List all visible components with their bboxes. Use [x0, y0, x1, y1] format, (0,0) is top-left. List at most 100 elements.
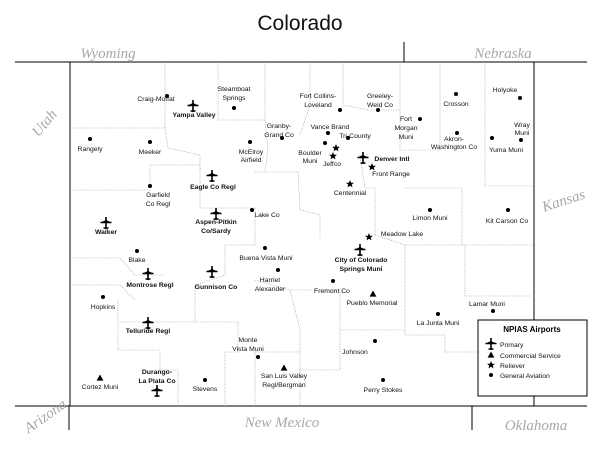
airport-montevista: Monte Vista Muni [232, 337, 264, 359]
airport-vancebrand-label: Vance Brand [311, 124, 350, 131]
airport-yampa-label: Yampa Valley [172, 112, 215, 119]
airport-durango: Durango- La Plata Co [138, 369, 176, 398]
airport-lakeco: Lake Co [250, 208, 280, 219]
airport-cortez-label: Cortez Muni [82, 384, 119, 391]
airport-kitcarson: Kit Carson Co [486, 208, 528, 225]
label-nebraska: Nebraska [473, 46, 532, 62]
airport-lamar: Lamar Muni [469, 301, 505, 313]
airport-cos: City of Colorado Springs Muni [335, 243, 388, 273]
legend-commercial-label: Commercial Service [500, 353, 561, 360]
airport-wray: Wray Muni [514, 122, 530, 142]
airport-fortcollins-label2: Loveland [304, 102, 332, 109]
label-new-mexico: New Mexico [244, 415, 320, 431]
airport-yuma: Yuma Muni [489, 136, 523, 154]
airport-montrose: Montrose Regl [126, 267, 174, 289]
airport-fortmorgan: Fort Morgan Muni [394, 116, 422, 141]
airport-durango-label2: La Plata Co [138, 378, 175, 385]
legend-reliever-label: Reliever [500, 363, 526, 370]
airport-stevens: Stevens [193, 378, 218, 393]
airport-montevista-label2: Vista Muni [232, 346, 264, 353]
airport-cos-label1: City of Colorado [335, 257, 388, 264]
airport-steamboat: Steamboat Springs [218, 86, 251, 110]
airport-yuma-label: Yuma Muni [489, 147, 523, 154]
airport-jeffco-label: Jeffco [323, 161, 341, 168]
airport-steamboat-label2: Springs [222, 95, 246, 102]
airport-holyoke-label: Holyoke [493, 87, 518, 94]
airport-montrose-label: Montrose Regl [126, 282, 173, 289]
legend: NPIAS Airports Primary Commercial Servic… [477, 319, 588, 397]
airport-aspen-label2: Co/Sardy [201, 228, 231, 235]
airport-frontrange: Front Range [368, 163, 410, 178]
airport-walker-label: Walker [95, 229, 117, 236]
airport-boulder: Boulder Muni [298, 141, 327, 165]
airport-limon-label: Limon Muni [412, 215, 448, 222]
airport-fremont: Fremont Co [314, 279, 350, 295]
airport-sanluis-label1: San Luis Valley [261, 373, 308, 380]
airport-akron-label2: Washington Co [431, 144, 477, 151]
airport-harriet: Harriet Alexander [255, 268, 286, 293]
airport-blake: Blake [128, 249, 146, 264]
airport-wray-label1: Wray [514, 122, 530, 129]
airport-sanluis-label2: Regl/Bergman [262, 382, 306, 389]
airport-limon: Limon Muni [412, 208, 448, 222]
airport-greeley: Greeley- Weld Co [367, 93, 393, 112]
airport-fortcollins: Fort Collins- Loveland [300, 93, 342, 112]
airport-johnson-label: Johnson [342, 349, 368, 356]
legend-box [477, 319, 588, 397]
label-wyoming: Wyoming [80, 46, 136, 62]
airport-garfield-label1: Garfield [146, 192, 170, 199]
airport-lamar-label: Lamar Muni [469, 301, 505, 308]
county-boundaries [70, 62, 534, 406]
airport-lajunta-label: La Junta Muni [417, 320, 460, 327]
airport-greeley-label2: Weld Co [367, 102, 393, 109]
airport-sanluis: San Luis Valley Regl/Bergman [261, 364, 308, 389]
airport-frontrange-label: Front Range [372, 171, 410, 178]
airport-hopkins-label: Hopkins [91, 304, 116, 311]
airport-aspen-label1: Aspen-Pitkin [195, 219, 237, 226]
airport-akron-label1: Akron- [444, 136, 464, 143]
airport-fortmorgan-label2: Morgan [394, 125, 417, 132]
legend-general-icon [489, 373, 493, 377]
legend-title: NPIAS Airports [503, 325, 561, 334]
airport-telluride-label: Telluride Regl [126, 328, 171, 335]
airport-mcelroy-label1: McElroy [239, 149, 264, 156]
airport-granby-label2: Grand Co [264, 132, 294, 139]
airport-gunnison-label: Gunnison Co [195, 284, 238, 291]
label-oklahoma: Oklahoma [505, 418, 568, 434]
airport-johnson: Johnson [342, 339, 377, 356]
state-outline [69, 61, 535, 407]
airport-mcelroy: McElroy Airfield [239, 140, 264, 164]
airport-gunnison: Gunnison Co [195, 265, 238, 291]
airport-hopkins: Hopkins [91, 295, 116, 311]
airport-meadowlake-label: Meadow Lake [381, 231, 424, 238]
airport-fortcollins-label1: Fort Collins- [300, 93, 337, 100]
legend-primary-label: Primary [500, 342, 524, 349]
airport-pueblo-label: Pueblo Memorial [347, 300, 398, 307]
airport-perrystokes: Perry Stokes [364, 378, 403, 394]
airport-durango-label1: Durango- [142, 369, 172, 376]
airport-aspen: Aspen-Pitkin Co/Sardy [195, 207, 237, 235]
airport-denver: Denver Intl [356, 151, 410, 165]
airport-denver-label: Denver Intl [374, 156, 409, 163]
airport-garfield-label2: Co Regl [146, 201, 171, 208]
airport-cortez: Cortez Muni [82, 374, 119, 391]
airport-jeffco: Jeffco [323, 144, 341, 168]
airport-walker: Walker [95, 216, 117, 236]
airport-stevens-label: Stevens [193, 386, 218, 393]
airport-eagle-label: Eagle Co Regl [190, 184, 236, 191]
airport-lakeco-label: Lake Co [254, 212, 280, 219]
airport-harriet-label1: Harriet [260, 277, 281, 284]
airport-meeker: Meeker [139, 140, 162, 156]
airport-crosson-label: Crosson [443, 101, 469, 108]
airport-fortmorgan-label1: Fort [400, 116, 412, 123]
airport-craig-label: Craig-Moffat [137, 96, 174, 103]
airport-mcelroy-label2: Airfield [241, 157, 262, 164]
airport-fremont-label: Fremont Co [314, 288, 350, 295]
airport-eagle: Eagle Co Regl [190, 169, 236, 191]
airport-rangely: Rangely [78, 137, 103, 153]
airport-granby: Granby- Grand Co [264, 123, 294, 140]
airport-greeley-label1: Greeley- [367, 93, 393, 100]
airport-tricounty: Tri-County [339, 133, 371, 140]
airport-meeker-label: Meeker [139, 149, 162, 156]
